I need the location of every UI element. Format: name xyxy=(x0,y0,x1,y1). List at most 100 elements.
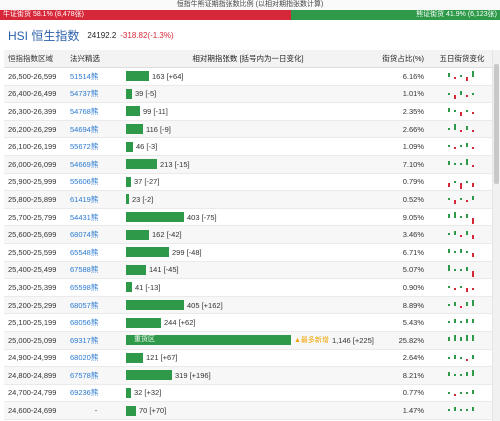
sparkline-bar xyxy=(460,182,462,189)
row-range: 24,900-24,999 xyxy=(8,353,57,363)
contracts-label: 39 [-5] xyxy=(135,89,157,99)
warrant-code-link[interactable]: 51514熊 xyxy=(70,71,99,81)
sparkline-bar xyxy=(454,147,456,150)
contracts-label: 1,146 [+225] xyxy=(331,335,374,345)
warrant-code-link[interactable]: 68020熊 xyxy=(70,353,99,363)
contracts-label: 23 [-2] xyxy=(132,194,154,204)
table-row[interactable]: 26,300-26,399 54768熊 99 [-11] 2.35% xyxy=(4,103,494,121)
sparkline-bar xyxy=(472,370,474,377)
col-header-code: 法兴精选 xyxy=(70,54,100,63)
table-row[interactable]: 25,700-25,799 54431熊 403 [-75] 9.05% xyxy=(4,209,494,227)
row-range: 26,100-26,199 xyxy=(8,142,57,152)
sparkline-bar xyxy=(454,268,456,271)
warrant-code-link[interactable]: 68074熊 xyxy=(70,230,99,240)
table-row[interactable]: 25,000-25,099 69317熊 重货区 ▲最多新增 1,146 [+225] 2… xyxy=(4,331,494,350)
table-row[interactable]: 25,900-25,999 55606熊 37 [-27] 0.79% xyxy=(4,174,494,192)
sparkline-bar xyxy=(472,270,474,277)
sparkline-bar xyxy=(454,231,456,236)
contracts-bar xyxy=(126,264,146,275)
contracts-bar xyxy=(126,405,136,416)
contracts-cell: 37 [-27] xyxy=(122,174,374,191)
contracts-bar xyxy=(126,387,131,398)
table-row[interactable]: 24,700-24,799 69236熊 32 [+32] 0.77% xyxy=(4,385,494,403)
table-row[interactable]: 24,900-24,999 68020熊 121 [+67] 2.64% xyxy=(4,350,494,368)
sparkline-bar xyxy=(466,77,468,81)
bear-ratio-segment: 熊证街货 41.9% (6,123张) xyxy=(290,10,500,20)
table-row[interactable]: 26,500-26,599 51514熊 163 [+64] 6.16% xyxy=(4,68,494,86)
contracts-bar xyxy=(126,370,172,381)
street-ratio: 2.35% xyxy=(402,106,424,116)
sparkline-bar xyxy=(460,215,462,218)
scrollbar[interactable] xyxy=(492,50,500,421)
contracts-cell: 141 [-45] xyxy=(122,262,374,279)
warrant-code-link[interactable]: 65598熊 xyxy=(70,282,99,292)
contracts-bar xyxy=(126,124,143,135)
sparkline-bar xyxy=(448,356,450,359)
contracts-cell: 121 [+67] xyxy=(122,350,374,367)
table-row[interactable]: 26,000-26,099 54669熊 213 [-15] 7.10% xyxy=(4,155,494,174)
table-row[interactable]: 25,100-25,199 68056熊 244 [+62] 5.43% xyxy=(4,314,494,332)
warrant-code-link[interactable]: 69236熊 xyxy=(70,388,99,398)
five-day-sparkline xyxy=(430,297,494,314)
street-ratio: 1.09% xyxy=(402,142,424,152)
sparkline-bar xyxy=(466,391,468,394)
sparkline-bar xyxy=(466,358,468,361)
contracts-bar xyxy=(126,282,132,293)
table-row[interactable]: 25,300-25,399 65598熊 41 [-13] 0.90% xyxy=(4,279,494,297)
five-day-sparkline xyxy=(430,385,494,402)
index-title[interactable]: HSI 恒生指数 xyxy=(8,28,80,43)
contracts-label: 41 [-13] xyxy=(135,282,161,292)
table-row[interactable]: 25,400-25,499 67588熊 141 [-45] 5.07% xyxy=(4,261,494,280)
street-ratio: 1.47% xyxy=(402,406,424,416)
sparkline-bar xyxy=(454,180,456,183)
street-ratio: 0.79% xyxy=(402,177,424,187)
contracts-cell: 39 [-5] xyxy=(122,86,374,103)
warrant-code-link[interactable]: 54694熊 xyxy=(70,124,99,134)
sparkline-bar xyxy=(466,372,468,377)
sparkline-bar xyxy=(460,286,462,289)
contracts-cell: 319 [+196] xyxy=(122,367,374,384)
sparkline-bar xyxy=(466,110,468,113)
warrant-code-link[interactable]: 67578熊 xyxy=(70,370,99,380)
scrollbar-thumb[interactable] xyxy=(494,64,499,184)
warrant-code-link[interactable]: 68057熊 xyxy=(70,300,99,310)
table-row[interactable]: 25,800-25,899 61419熊 23 [-2] 0.52% xyxy=(4,191,494,209)
warrant-code-link[interactable]: 55606熊 xyxy=(70,177,99,187)
warrant-code-link[interactable]: 68056熊 xyxy=(70,318,99,328)
table-row[interactable]: 26,100-26,199 55672熊 46 [-3] 1.09% xyxy=(4,138,494,156)
contracts-label: 299 [-48] xyxy=(172,247,202,257)
contracts-bar xyxy=(126,141,133,152)
contracts-cell: 23 [-2] xyxy=(122,191,374,208)
row-range: 24,700-24,799 xyxy=(8,388,57,398)
sparkline-bar xyxy=(460,336,462,341)
sparkline-bar xyxy=(454,393,456,396)
warrant-code-link[interactable]: 55672熊 xyxy=(70,142,99,152)
table-row[interactable]: 26,400-26,499 54737熊 39 [-5] 1.01% xyxy=(4,85,494,104)
col-header-ratio: 街货占比(%) xyxy=(382,54,424,63)
row-range: 25,400-25,499 xyxy=(8,265,57,275)
sparkline-bar xyxy=(454,250,456,253)
sparkline-bar xyxy=(466,94,468,97)
table-row[interactable]: 24,800-24,899 67578熊 319 [+196] 8.21% xyxy=(4,367,494,385)
warrant-code-link[interactable]: 54669熊 xyxy=(70,159,99,169)
warrant-code-link[interactable]: 54768熊 xyxy=(70,106,99,116)
table-row[interactable]: 25,600-25,699 68074熊 162 [-42] 3.46% xyxy=(4,226,494,244)
sparkline-bar xyxy=(454,77,456,79)
warrant-code-link[interactable]: 61419熊 xyxy=(70,194,99,204)
row-range: 24,800-24,899 xyxy=(8,370,57,380)
table-row[interactable]: 26,200-26,299 54694熊 116 [-9] 2.66% xyxy=(4,120,494,139)
table-row[interactable]: 24,600-24,699 - 70 [+70] 1.47% xyxy=(4,402,494,420)
sparkline-bar xyxy=(472,288,474,291)
warrant-code-link[interactable]: 67588熊 xyxy=(70,265,99,275)
table-row[interactable]: 25,200-25,299 68057熊 405 [+162] 8.89% xyxy=(4,296,494,315)
warrant-code-link[interactable]: 69317熊 xyxy=(70,335,99,345)
warrant-code-link[interactable]: 54737熊 xyxy=(70,89,99,99)
warrant-code-link[interactable]: 54431熊 xyxy=(70,212,99,222)
sparkline-bar xyxy=(472,92,474,95)
table-row[interactable]: 25,500-25,599 65548熊 299 [-48] 6.71% xyxy=(4,244,494,262)
five-day-sparkline xyxy=(430,103,494,120)
warrant-code-link[interactable]: 65548熊 xyxy=(70,247,99,257)
sparkline-bar xyxy=(448,336,450,341)
contracts-cell: 116 [-9] xyxy=(122,121,374,138)
row-range: 25,300-25,399 xyxy=(8,282,57,292)
